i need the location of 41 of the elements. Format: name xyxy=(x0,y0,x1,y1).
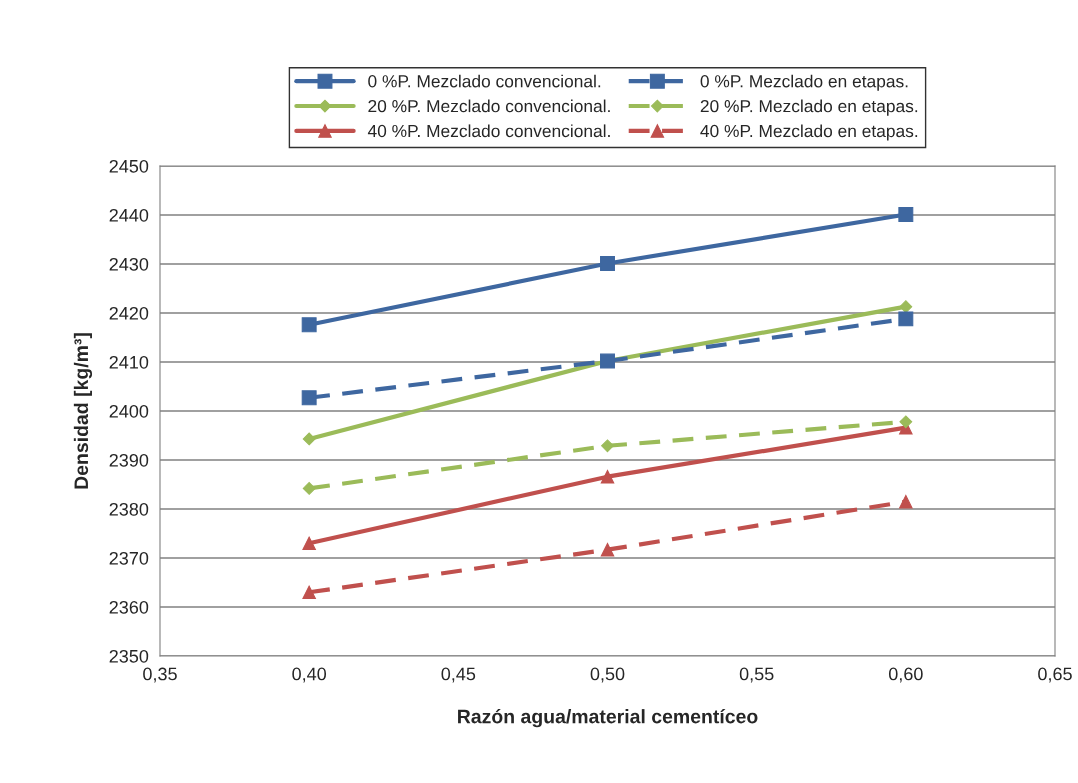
y-tick-label: 2450 xyxy=(109,159,149,173)
y-tick-label: 2410 xyxy=(109,355,149,369)
point xyxy=(600,469,615,484)
x-tick-label: 0,65 xyxy=(1038,667,1072,683)
x-tick-label: 0,50 xyxy=(590,667,625,683)
y-tick-label: 2360 xyxy=(109,600,149,614)
legend-label: 40 %P. Mezclado en etapas. xyxy=(700,124,918,141)
y-tick-label: 2390 xyxy=(109,453,149,467)
y-tick-label: 2400 xyxy=(109,404,149,418)
point xyxy=(302,482,316,495)
point xyxy=(898,207,914,222)
y-tick-label: 2370 xyxy=(109,551,149,565)
legend-label: 0 %P. Mezclado en etapas. xyxy=(700,74,908,91)
x-tick-label: 0,35 xyxy=(143,667,177,683)
y-tick-label: 2380 xyxy=(109,502,149,516)
legend-label: 20 %P. Mezclado convencional. xyxy=(368,99,610,113)
legend-label: 40 %P. Mezclado convencional. xyxy=(367,124,610,138)
point xyxy=(899,300,913,314)
y-tick-label: 2440 xyxy=(109,208,149,222)
y-axis-title: Densidad [kg/m³] xyxy=(73,333,93,489)
point xyxy=(899,415,913,429)
point xyxy=(302,432,316,446)
x-tick-label: 0,60 xyxy=(888,667,923,683)
point xyxy=(302,536,316,551)
point xyxy=(302,585,316,600)
point xyxy=(600,542,615,557)
point xyxy=(899,494,913,509)
point xyxy=(601,439,614,453)
x-tick-label: 0,45 xyxy=(441,667,476,683)
point xyxy=(600,256,615,271)
legend-label: 20 %P. Mezclado en etapas. xyxy=(700,99,918,116)
x-tick-label: 0,55 xyxy=(739,667,774,683)
y-tick-label: 2430 xyxy=(109,257,149,271)
legend-label: 0 %P. Mezclado convencional. xyxy=(368,74,601,88)
y-tick-label: 2350 xyxy=(109,649,149,663)
x-axis-title: Razón agua/material cementíceo xyxy=(458,708,758,728)
point xyxy=(898,311,914,327)
point xyxy=(301,317,317,333)
x-tick-label: 0,40 xyxy=(292,667,327,683)
y-tick-label: 2420 xyxy=(109,306,149,320)
point xyxy=(301,390,317,406)
